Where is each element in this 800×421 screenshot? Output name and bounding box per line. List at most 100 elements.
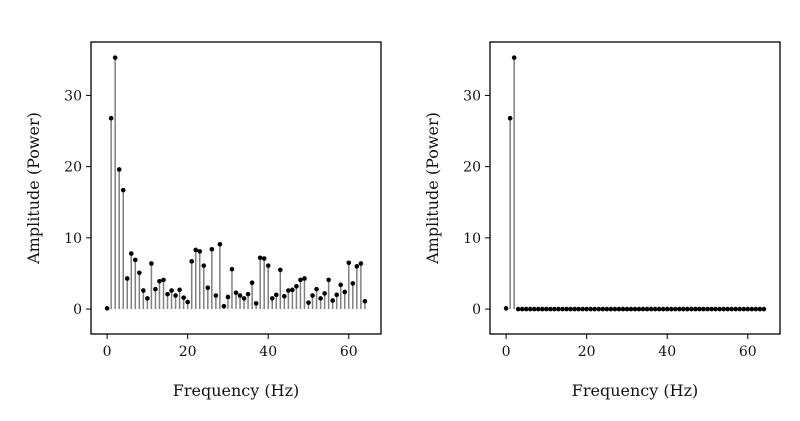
data-point-marker bbox=[568, 306, 573, 312]
data-point-marker bbox=[729, 306, 734, 312]
y-tick-label: 30 bbox=[64, 88, 82, 104]
data-point-marker bbox=[197, 249, 203, 254]
data-point-marker bbox=[233, 290, 239, 295]
x-tick-label: 40 bbox=[259, 344, 277, 360]
data-point-marker bbox=[108, 115, 114, 121]
data-point-marker bbox=[532, 306, 537, 312]
data-point-marker bbox=[201, 263, 207, 268]
data-point-marker bbox=[302, 276, 307, 281]
data-point-marker bbox=[221, 303, 227, 309]
data-point-marker bbox=[173, 293, 178, 298]
y-axis-label: Amplitude (Power) bbox=[24, 112, 43, 265]
data-point-marker bbox=[310, 293, 315, 298]
x-tick-label: 20 bbox=[179, 344, 197, 360]
data-point-marker bbox=[213, 293, 219, 298]
data-point-marker bbox=[141, 288, 146, 293]
data-point-marker bbox=[709, 306, 714, 312]
x-tick-label: 40 bbox=[658, 344, 676, 360]
data-point-marker bbox=[261, 256, 267, 261]
data-point-marker bbox=[257, 255, 263, 261]
data-point-marker bbox=[640, 306, 646, 312]
x-tick-label: 60 bbox=[340, 344, 358, 360]
data-point-marker bbox=[580, 306, 585, 312]
data-point-marker bbox=[689, 306, 694, 312]
data-point-marker bbox=[572, 306, 577, 312]
data-point-marker bbox=[544, 306, 549, 312]
data-point-marker bbox=[681, 306, 686, 312]
data-point-marker bbox=[576, 306, 581, 312]
data-point-marker bbox=[548, 306, 553, 312]
data-point-marker bbox=[628, 306, 634, 312]
data-point-marker bbox=[322, 291, 327, 296]
data-point-marker bbox=[290, 287, 295, 293]
data-point-marker bbox=[664, 306, 670, 312]
data-point-marker bbox=[644, 306, 650, 312]
data-point-marker bbox=[362, 298, 368, 304]
data-point-marker bbox=[306, 300, 311, 305]
y-tick-label: 20 bbox=[463, 160, 481, 176]
x-tick-label: 60 bbox=[739, 344, 757, 360]
data-point-marker bbox=[552, 306, 557, 312]
data-point-marker bbox=[278, 267, 283, 273]
data-point-marker bbox=[177, 287, 182, 293]
data-point-marker bbox=[225, 294, 231, 300]
data-point-marker bbox=[185, 299, 190, 305]
data-point-marker bbox=[511, 55, 517, 60]
data-point-marker bbox=[717, 306, 722, 312]
data-point-marker bbox=[660, 306, 666, 312]
data-point-marker bbox=[536, 306, 541, 312]
data-point-marker bbox=[273, 292, 279, 298]
data-point-marker bbox=[612, 306, 618, 312]
left-spectrum-panel: 0 20 40 60 0 10 20 30 Frequency (Hz) Amplitude (P… bbox=[24, 41, 382, 400]
data-point-marker bbox=[697, 306, 702, 312]
data-point-marker bbox=[318, 296, 323, 301]
data-point-marker bbox=[749, 306, 755, 312]
data-point-marker bbox=[326, 277, 331, 283]
data-point-marker bbox=[149, 261, 154, 266]
data-point-marker bbox=[205, 285, 211, 291]
x-axis-label: Frequency (Hz) bbox=[173, 381, 300, 400]
data-point-marker bbox=[600, 306, 606, 312]
data-point-marker bbox=[540, 306, 545, 312]
data-point-marker bbox=[165, 291, 170, 297]
data-point-marker bbox=[515, 306, 521, 312]
data-point-marker bbox=[721, 306, 726, 312]
data-point-marker bbox=[745, 306, 751, 312]
data-point-marker bbox=[604, 306, 610, 312]
data-point-marker bbox=[241, 296, 247, 301]
data-point-marker bbox=[153, 286, 158, 292]
data-point-marker bbox=[116, 167, 122, 172]
data-point-marker bbox=[342, 289, 348, 295]
data-point-marker bbox=[503, 306, 509, 311]
data-point-marker bbox=[713, 306, 718, 312]
data-point-marker bbox=[161, 277, 166, 283]
data-point-marker bbox=[685, 306, 690, 312]
data-point-marker bbox=[253, 301, 259, 306]
x-tick-label: 0 bbox=[103, 344, 112, 360]
y-axis-label: Amplitude (Power) bbox=[423, 112, 442, 265]
data-point-marker bbox=[668, 306, 674, 312]
data-point-marker bbox=[592, 306, 598, 312]
data-point-marker bbox=[189, 259, 194, 264]
data-point-marker bbox=[128, 251, 134, 256]
data-point-marker bbox=[249, 280, 255, 286]
data-point-marker bbox=[169, 288, 174, 293]
data-point-marker bbox=[133, 257, 138, 263]
data-point-marker bbox=[620, 306, 626, 312]
axes-frame bbox=[90, 41, 382, 335]
y-tick-label: 10 bbox=[463, 231, 481, 247]
data-point-marker bbox=[314, 286, 319, 292]
data-point-marker bbox=[229, 266, 235, 272]
data-point-marker bbox=[507, 115, 513, 121]
data-point-marker bbox=[269, 296, 275, 301]
data-point-marker bbox=[112, 55, 118, 60]
data-point-marker bbox=[656, 306, 662, 312]
data-point-marker bbox=[265, 263, 271, 268]
data-point-marker bbox=[523, 306, 529, 312]
y-tick-label: 0 bbox=[73, 302, 82, 318]
data-point-marker bbox=[672, 306, 678, 312]
data-point-marker bbox=[120, 187, 126, 193]
data-point-marker bbox=[556, 306, 561, 312]
y-tick-label: 20 bbox=[64, 160, 82, 176]
